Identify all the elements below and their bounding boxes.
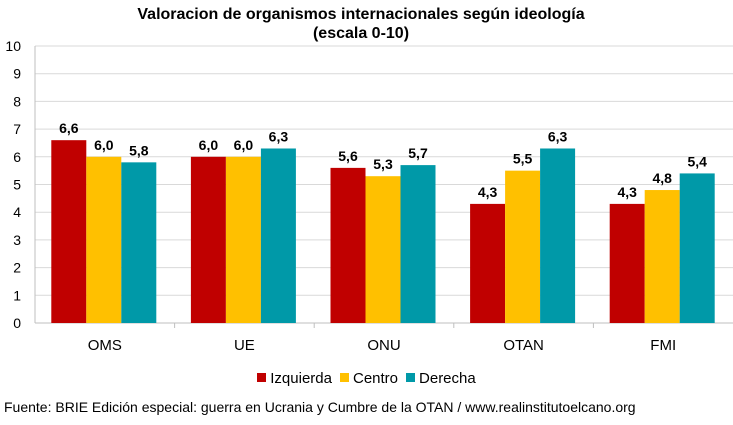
bar-derecha [260,148,296,323]
y-tick-label: 0 [13,315,21,331]
bar-derecha [121,162,157,323]
data-label: 6,0 [199,137,219,153]
y-tick-label: 3 [13,232,21,248]
bar-centro [225,156,261,323]
legend-swatch [257,373,267,382]
legend-label: Centro [352,370,399,387]
legend-label: Izquierda [270,370,332,387]
y-tick-label: 1 [13,287,21,303]
x-tick-label: OTAN [503,337,544,354]
legend-swatch [406,373,416,382]
data-label: 5,8 [129,142,149,158]
y-tick-label: 10 [5,38,21,54]
x-tick-label: FMI [650,337,676,354]
data-label: 6,6 [59,120,79,136]
y-tick-label: 4 [13,204,21,220]
data-label: 5,6 [338,148,358,164]
bar-derecha [540,148,576,323]
data-label: 5,4 [687,153,707,169]
bar-centro [505,170,541,323]
data-label: 4,8 [652,170,672,186]
y-tick-label: 2 [13,260,21,276]
data-label: 4,3 [617,184,637,200]
bar-centro [644,190,680,323]
legend-item-centro: Centro [339,370,399,387]
legend-item-derecha: Derecha [406,370,476,387]
x-tick-label: UE [234,337,255,354]
bar-izquierda [330,167,366,323]
x-tick-label: ONU [367,337,400,354]
bar-centro [86,156,122,323]
bar-izquierda [609,203,645,323]
data-label: 6,3 [548,128,568,144]
data-label: 6,3 [269,128,289,144]
y-tick-label: 6 [13,149,21,165]
data-label: 5,7 [408,145,428,161]
bar-centro [365,176,401,323]
chart-title: Valoracion de organismos internacionales… [36,5,686,43]
bar-izquierda [470,203,506,323]
bar-izquierda [51,140,87,323]
y-tick-label: 7 [13,121,21,137]
legend-item-izquierda: Izquierda [257,370,332,387]
bar-derecha [400,165,436,323]
bar-izquierda [190,156,226,323]
data-label: 6,0 [94,137,114,153]
source-note: Fuente: BRIE Edición especial: guerra en… [4,399,636,415]
chart-title-line1: Valoracion de organismos internacionales… [137,6,585,23]
bar-derecha [679,173,715,323]
data-label: 4,3 [478,184,498,200]
y-tick-label: 5 [13,177,21,193]
data-label: 5,3 [373,156,393,172]
legend: Izquierda Centro Derecha [0,370,733,387]
y-tick-label: 9 [13,66,21,82]
chart-subtitle: (escala 0-10) [312,25,410,42]
x-tick-label: OMS [88,337,122,354]
data-label: 5,5 [513,151,533,167]
y-tick-label: 8 [13,93,21,109]
legend-label: Derecha [419,370,476,387]
legend-swatch [339,373,349,382]
data-label: 6,0 [234,137,254,153]
